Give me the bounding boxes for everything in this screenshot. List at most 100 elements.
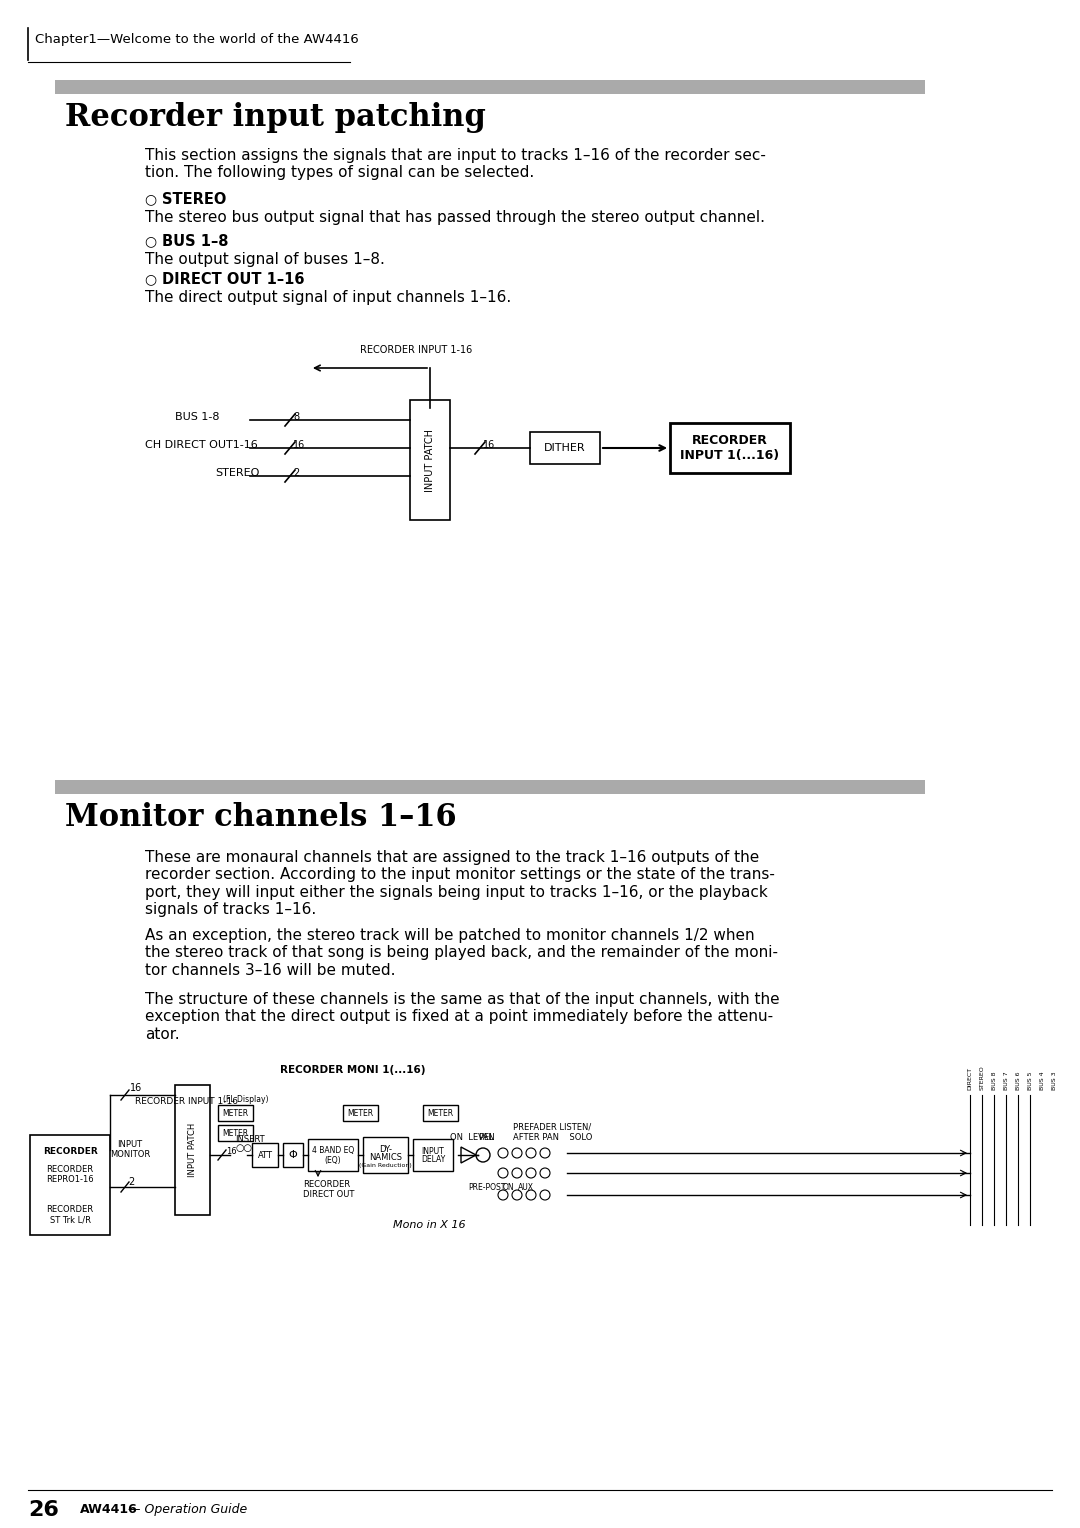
Text: INPUT: INPUT [421, 1146, 444, 1155]
Text: METER: METER [427, 1108, 454, 1117]
Text: METER: METER [221, 1108, 248, 1117]
Text: STEREO: STEREO [980, 1065, 985, 1089]
Circle shape [512, 1167, 522, 1178]
Bar [55, 779, 924, 795]
Text: BUS 7: BUS 7 [1003, 1071, 1009, 1089]
Circle shape [526, 1148, 536, 1158]
Text: 16: 16 [130, 1083, 143, 1093]
Text: ON: ON [503, 1183, 515, 1192]
Text: AUX: AUX [518, 1183, 534, 1192]
Circle shape [476, 1148, 490, 1161]
Text: 16: 16 [226, 1148, 237, 1157]
Circle shape [512, 1190, 522, 1199]
Text: ○: ○ [145, 193, 162, 206]
Text: BUS 1-8: BUS 1-8 [175, 413, 219, 422]
Text: STEREO: STEREO [215, 468, 259, 478]
Text: The direct output signal of input channels 1–16.: The direct output signal of input channe… [145, 290, 511, 306]
Text: BUS 6: BUS 6 [1015, 1071, 1021, 1089]
Text: PRE-POST: PRE-POST [468, 1183, 505, 1192]
Text: BUS 5: BUS 5 [1027, 1071, 1032, 1089]
Bar [283, 1143, 303, 1167]
Bar [218, 1125, 253, 1141]
Polygon shape [461, 1148, 476, 1163]
Text: BUS 8: BUS 8 [991, 1071, 997, 1089]
Text: (Gain Reduction): (Gain Reduction) [360, 1163, 411, 1167]
Text: 16: 16 [293, 440, 306, 451]
Text: Chapter1—Welcome to the world of the AW4416: Chapter1—Welcome to the world of the AW4… [35, 34, 359, 46]
Text: RECORDER INPUT 1-16: RECORDER INPUT 1-16 [360, 345, 472, 354]
Text: Φ: Φ [288, 1151, 297, 1160]
Text: BUS 4: BUS 4 [1039, 1071, 1044, 1089]
Text: (EQ): (EQ) [325, 1155, 341, 1164]
Bar [670, 423, 789, 474]
Text: RECORDER: RECORDER [692, 434, 768, 448]
Text: ATT: ATT [257, 1151, 272, 1160]
Circle shape [498, 1190, 508, 1199]
Bar [423, 1105, 458, 1122]
Text: 4 BAND EQ: 4 BAND EQ [312, 1146, 354, 1155]
Text: RECORDER
DIRECT OUT: RECORDER DIRECT OUT [303, 1180, 354, 1199]
Text: PREFADER LISTEN/
AFTER PAN    SOLO: PREFADER LISTEN/ AFTER PAN SOLO [513, 1123, 592, 1143]
Circle shape [540, 1167, 550, 1178]
Text: RECORDER
ST Trk L/R: RECORDER ST Trk L/R [46, 1206, 94, 1224]
Circle shape [540, 1148, 550, 1158]
Text: 2: 2 [293, 468, 299, 478]
Bar [252, 1143, 278, 1167]
Bar [175, 1085, 210, 1215]
Text: BUS 3: BUS 3 [1052, 1071, 1056, 1089]
Circle shape [540, 1190, 550, 1199]
Text: The output signal of buses 1–8.: The output signal of buses 1–8. [145, 252, 384, 267]
Text: BUS 1–8: BUS 1–8 [162, 234, 229, 249]
Text: ○: ○ [145, 234, 162, 248]
Text: Monitor channels 1–16: Monitor channels 1–16 [65, 802, 457, 833]
Text: 2: 2 [129, 1177, 134, 1187]
Text: Recorder input patching: Recorder input patching [65, 102, 486, 133]
Circle shape [498, 1148, 508, 1158]
Text: This section assigns the signals that are input to tracks 1–16 of the recorder s: This section assigns the signals that ar… [145, 148, 766, 180]
Text: INPUT PATCH: INPUT PATCH [426, 428, 435, 492]
Bar [218, 1105, 253, 1122]
Text: METER: METER [221, 1129, 248, 1137]
Text: Mono in X 16: Mono in X 16 [393, 1219, 465, 1230]
Text: CH DIRECT OUT1-16: CH DIRECT OUT1-16 [145, 440, 258, 451]
Bar [413, 1138, 453, 1170]
Text: DIRECT OUT 1–16: DIRECT OUT 1–16 [162, 272, 305, 287]
Text: DELAY: DELAY [421, 1155, 445, 1163]
Text: RECORDER INPUT 1-16: RECORDER INPUT 1-16 [135, 1097, 238, 1106]
Text: As an exception, the stereo track will be patched to monitor channels 1/2 when
t: As an exception, the stereo track will b… [145, 927, 778, 978]
Text: DY-: DY- [379, 1146, 392, 1155]
Text: ○: ○ [145, 272, 162, 286]
Text: — Operation Guide: — Operation Guide [129, 1504, 247, 1516]
Text: These are monaural channels that are assigned to the track 1–16 outputs of the
r: These are monaural channels that are ass… [145, 850, 774, 917]
Text: INPUT
MONITOR: INPUT MONITOR [110, 1140, 150, 1160]
Text: STEREO: STEREO [162, 193, 227, 206]
Circle shape [526, 1167, 536, 1178]
Text: ON  LEVEL: ON LEVEL [450, 1132, 494, 1141]
Text: DITHER: DITHER [544, 443, 585, 452]
Text: ○○: ○○ [235, 1143, 252, 1154]
Text: INSERT: INSERT [235, 1135, 265, 1144]
Circle shape [498, 1167, 508, 1178]
Text: DIRECT: DIRECT [968, 1067, 972, 1089]
Text: METER: METER [347, 1108, 373, 1117]
Circle shape [526, 1190, 536, 1199]
Bar [30, 1135, 110, 1235]
Text: The structure of these channels is the same as that of the input channels, with : The structure of these channels is the s… [145, 992, 780, 1042]
Text: 26: 26 [28, 1500, 59, 1520]
Bar [363, 1137, 408, 1174]
Text: RECORDER: RECORDER [42, 1148, 97, 1157]
Text: 16: 16 [483, 440, 496, 451]
Text: 8: 8 [293, 413, 299, 422]
Text: The stereo bus output signal that has passed through the stereo output channel.: The stereo bus output signal that has pa… [145, 209, 765, 225]
Text: RECORDER
REPRO1-16: RECORDER REPRO1-16 [46, 1164, 94, 1184]
Bar [530, 432, 600, 465]
Bar [308, 1138, 357, 1170]
Text: AW4416: AW4416 [80, 1504, 138, 1516]
Circle shape [512, 1148, 522, 1158]
Bar [343, 1105, 378, 1122]
Bar [55, 79, 924, 95]
Text: INPUT PATCH: INPUT PATCH [188, 1123, 197, 1177]
Text: (FL Display): (FL Display) [222, 1096, 269, 1105]
Bar [410, 400, 450, 520]
Text: RECORDER MONI 1(...16): RECORDER MONI 1(...16) [280, 1065, 426, 1076]
